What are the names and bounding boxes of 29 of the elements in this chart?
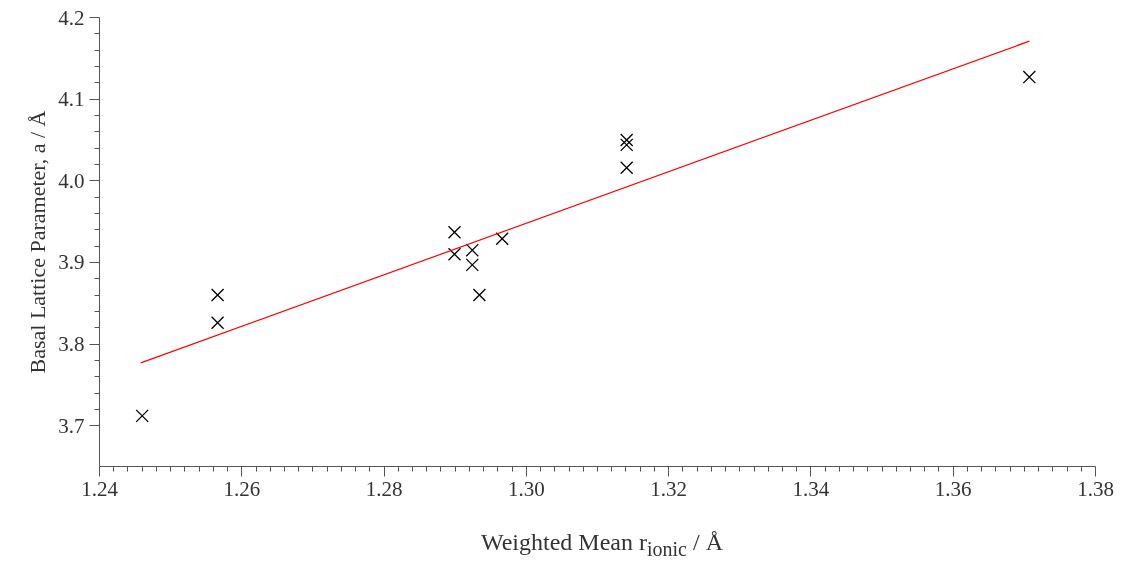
- x-tick-label: 1.38: [1077, 476, 1114, 501]
- point: [447, 247, 462, 261]
- point: [447, 225, 462, 239]
- x-tick-label: 1.32: [650, 476, 688, 501]
- y-tick-label: 3.8: [58, 332, 85, 357]
- y-tick-label: 4.1: [58, 87, 85, 112]
- x-tick-label: 1.26: [223, 476, 261, 501]
- x-tick-label: 1.24: [81, 476, 119, 501]
- x-tick-label: 1.34: [792, 476, 830, 501]
- y-tick-label: 4.0: [58, 168, 85, 193]
- point: [472, 288, 487, 302]
- x-axis-title: Weighted Mean r$_{ionic}$ / Å: [480, 528, 723, 562]
- point: [620, 133, 634, 147]
- y-tick-label: 3.9: [58, 250, 85, 275]
- point: [465, 243, 479, 257]
- x-tick-label: 1.36: [934, 476, 972, 501]
- point: [135, 409, 149, 423]
- x-tick-label: 1.30: [507, 476, 545, 501]
- point: [210, 288, 225, 302]
- x-tick-label: 1.28: [365, 476, 403, 501]
- point: [495, 232, 509, 246]
- y-axis-title: Basal Lattice Parameter, a / Å: [25, 110, 51, 374]
- point: [210, 316, 225, 330]
- y-tick-label: 3.7: [58, 413, 85, 438]
- y-tick-label: 4.2: [58, 5, 85, 30]
- point: [620, 138, 634, 152]
- point: [465, 258, 479, 272]
- point: [1022, 70, 1036, 84]
- point: [620, 161, 634, 175]
